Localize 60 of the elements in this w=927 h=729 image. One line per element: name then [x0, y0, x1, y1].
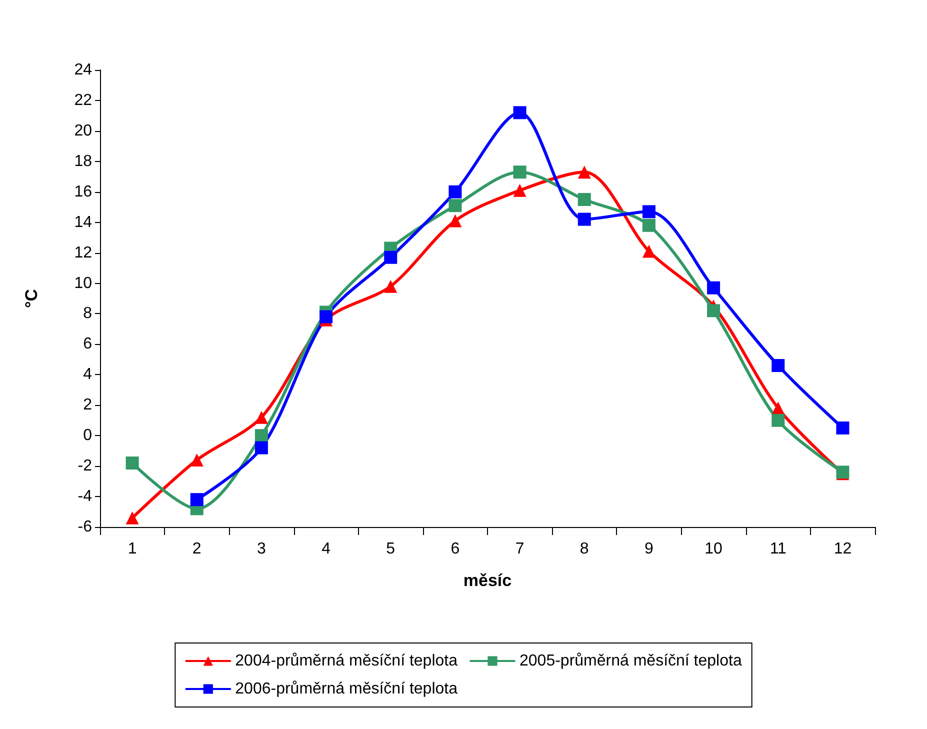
point — [448, 214, 462, 228]
x-tick-label: 5 — [386, 540, 396, 558]
point — [126, 456, 139, 470]
y-tick-label: 4 — [83, 366, 92, 384]
x-tick-label: 8 — [580, 540, 589, 558]
point — [254, 429, 268, 442]
point — [836, 421, 850, 434]
x-tick-label: 12 — [834, 540, 852, 558]
legend-label: 2005-průměrná měsíční teplota — [520, 652, 742, 670]
y-axis-title: °C — [22, 288, 41, 308]
point — [190, 493, 204, 506]
y-tick-label: -4 — [78, 488, 92, 506]
point — [578, 166, 591, 179]
y-tick-label: 24 — [74, 62, 92, 78]
x-tick-label: 6 — [450, 540, 460, 558]
point — [384, 280, 398, 293]
point — [578, 212, 591, 226]
x-tick-label: 4 — [322, 540, 331, 558]
y-tick-label: 22 — [74, 92, 92, 109]
x-tick-label: 9 — [644, 540, 654, 558]
point — [513, 184, 526, 197]
y-tick-label: 0 — [83, 427, 92, 444]
y-tick-label: 2 — [83, 396, 92, 414]
point — [448, 199, 462, 212]
point — [384, 250, 398, 264]
x-tick-label: 11 — [770, 540, 787, 558]
y-tick-label: 10 — [74, 274, 92, 292]
point — [578, 192, 591, 206]
legend-label: 2004-průměrná měsíční teplota — [235, 652, 458, 670]
point — [126, 511, 139, 524]
point — [513, 166, 526, 179]
x-axis-title: měsíc — [463, 571, 512, 590]
point — [320, 310, 333, 324]
x-tick-label: 10 — [704, 540, 723, 558]
x-tick-label: 3 — [257, 540, 266, 558]
x-tick-label: 1 — [128, 540, 137, 558]
y-tick-label: 16 — [74, 183, 92, 200]
y-tick-label: 18 — [74, 152, 92, 170]
y-tick-label: 12 — [74, 244, 92, 262]
y-tick-label: 8 — [83, 305, 92, 322]
y-tick-label: 14 — [74, 214, 92, 231]
point — [254, 441, 268, 454]
point — [190, 453, 204, 466]
point — [642, 244, 656, 258]
y-tick-label: -2 — [78, 458, 92, 475]
x-tick-label: 2 — [192, 540, 202, 558]
point — [513, 106, 526, 120]
point — [642, 218, 656, 232]
y-tick-label: -6 — [78, 518, 92, 536]
y-tick-label: 6 — [83, 336, 92, 353]
point — [254, 410, 268, 424]
point — [707, 304, 720, 318]
point — [707, 281, 720, 294]
point — [772, 359, 785, 372]
x-tick-label: 7 — [515, 540, 524, 558]
y-tick-label: 20 — [74, 122, 92, 140]
point — [448, 185, 462, 198]
point — [772, 414, 785, 427]
legend-label: 2006-průměrná měsíční teplota — [235, 680, 458, 698]
point — [642, 205, 656, 218]
